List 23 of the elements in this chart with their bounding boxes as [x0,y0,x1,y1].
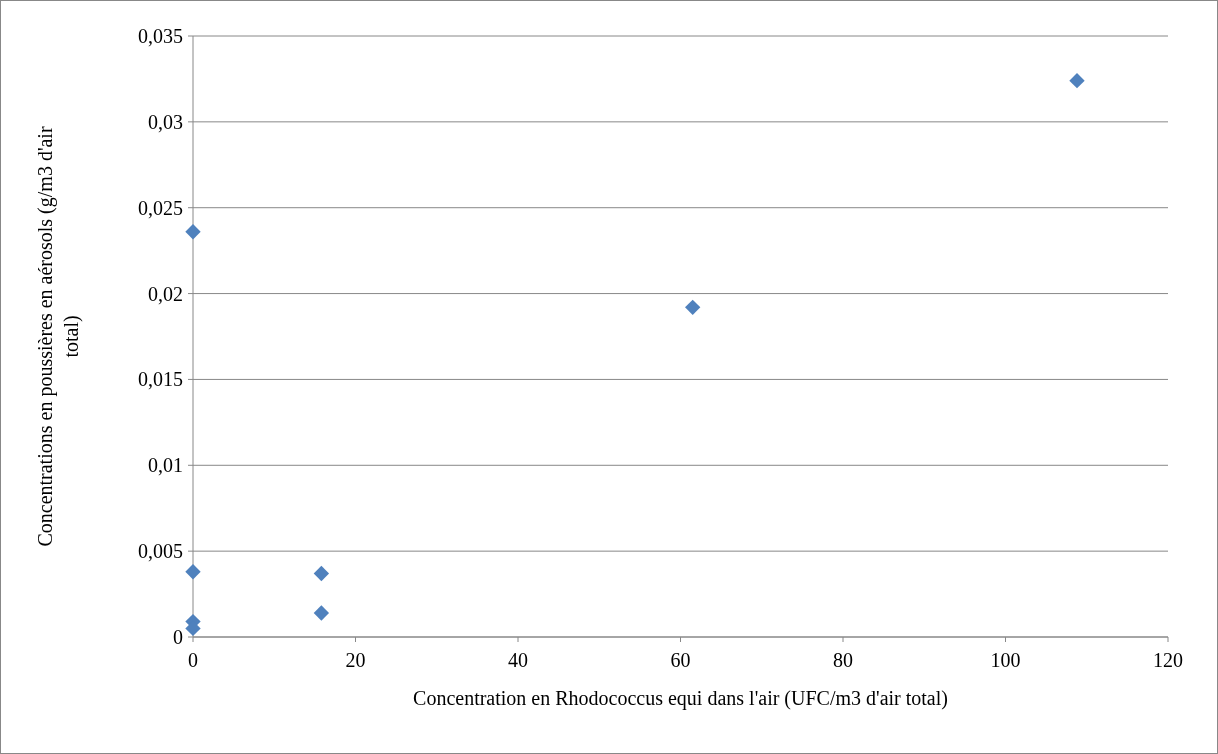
point [185,224,201,240]
x-tick-label: 100 [990,649,1021,671]
y-tick-label: 0,025 [138,196,183,219]
point [685,299,701,315]
x-tick-label: 40 [508,649,528,671]
x-axis-title: Concentration en Rhodococcus equi dans l'air (UFC/m3 d'air total) [413,687,948,710]
x-tick-label: 120 [1153,649,1183,671]
y-tick-label: 0,005 [138,540,183,563]
x-tick-label: 0 [188,649,198,671]
y-tick-label: 0,015 [138,368,183,391]
y-axis-title: Concentrations en poussières en aérosols (g/m3 d'air total) [34,126,83,547]
x-tick-label: 80 [833,649,853,671]
x-tick-label: 60 [670,649,691,671]
point [313,605,330,621]
point [185,564,201,580]
x-tick-label: 20 [345,649,366,671]
y-tick-label: 0,03 [148,110,183,133]
point [1069,72,1085,89]
y-tick-label: 0,02 [148,282,183,305]
point [313,565,330,582]
y-tick-label: 0,035 [138,25,183,47]
y-tick-label: 0 [173,626,183,648]
y-tick-label: 0,01 [148,454,183,477]
